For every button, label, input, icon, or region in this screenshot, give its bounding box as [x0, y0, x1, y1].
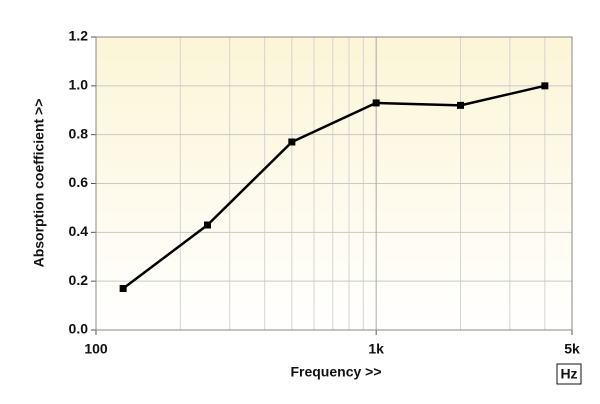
- y-tick-label: 1.2: [69, 28, 89, 44]
- x-axis-label: Frequency >>: [290, 364, 381, 380]
- data-line: [122, 84, 546, 290]
- data-point: [541, 82, 549, 90]
- y-tick-label: 0.6: [69, 174, 89, 190]
- y-tick-label: 0.0: [69, 321, 89, 337]
- y-tick-label: 0.2: [69, 272, 89, 288]
- x-tick-label: 100: [84, 341, 108, 357]
- y-tick-label: 0.4: [69, 223, 89, 239]
- y-tick-label: 0.8: [69, 125, 89, 141]
- x-tick-label: 5k: [564, 341, 580, 357]
- unit-box: [556, 363, 582, 385]
- data-point: [203, 221, 211, 229]
- data-point: [119, 284, 127, 292]
- y-tick-label: 1.0: [69, 77, 89, 93]
- unit-label: Hz: [560, 366, 577, 382]
- y-axis-label: Absorption coefficient >>: [31, 99, 47, 268]
- x-tick-label: 1k: [368, 341, 384, 357]
- plot-border: [95, 36, 573, 331]
- data-point: [372, 99, 380, 107]
- data-point: [288, 138, 296, 146]
- data-point: [457, 101, 465, 109]
